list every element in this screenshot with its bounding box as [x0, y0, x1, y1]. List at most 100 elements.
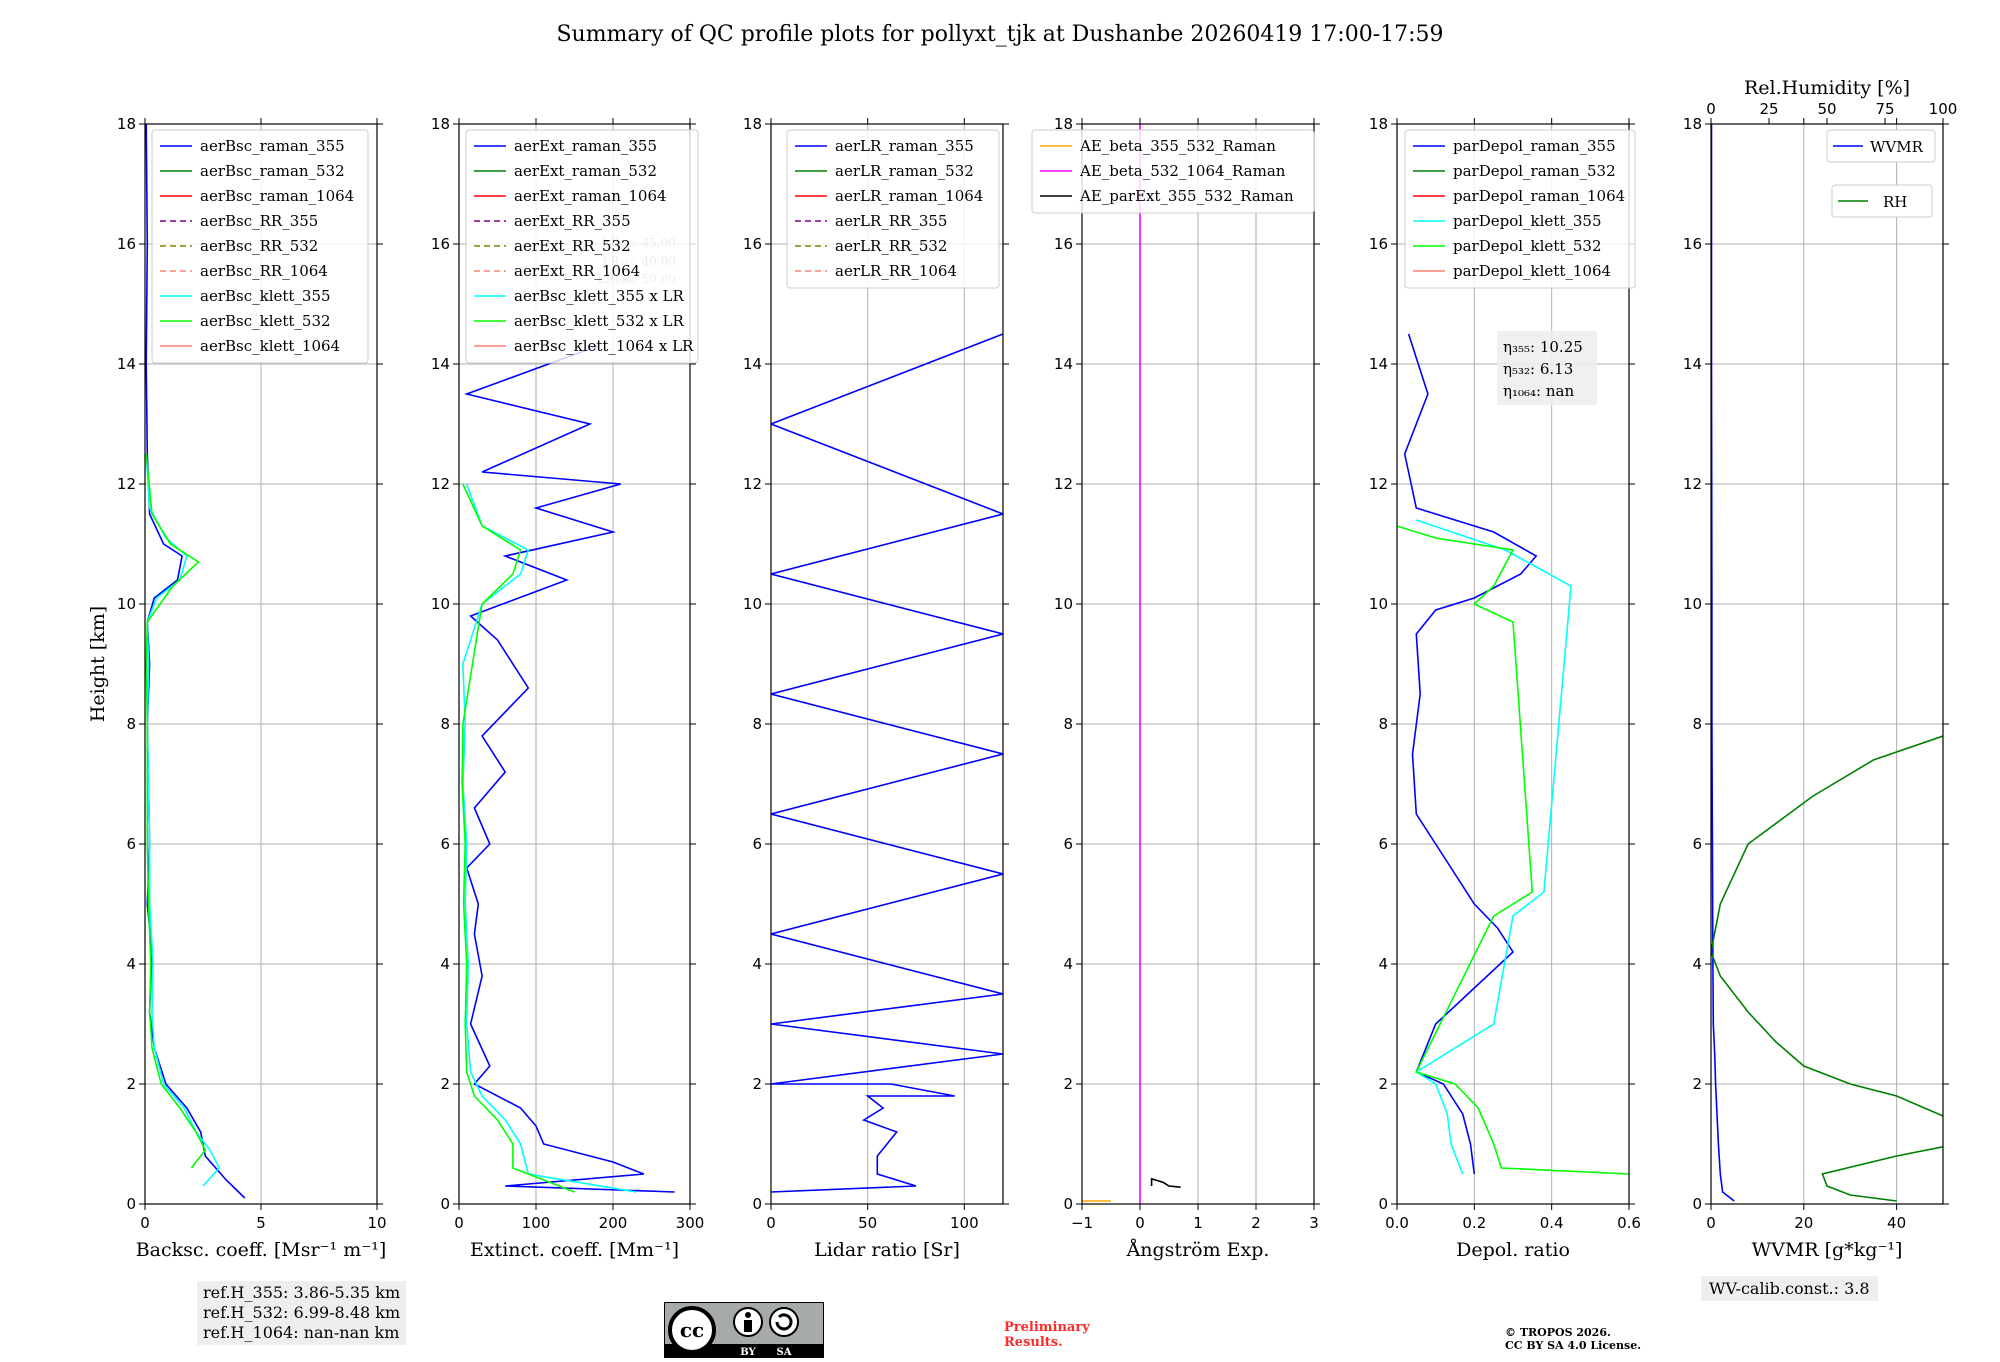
y-tick-label: 4 [752, 955, 762, 973]
x-axis-label: Extinct. coeff. [Mm⁻¹] [470, 1239, 679, 1261]
legend-frame [465, 129, 699, 364]
legend: aerExt_raman_355 aerExt_raman_532 aerExt_r… [465, 129, 699, 364]
legend-label: aerLR_raman_1064 [835, 187, 983, 205]
y-tick-label: 12 [1369, 475, 1388, 493]
license-line-2: CC BY SA 4.0 License. [1505, 1339, 1642, 1352]
legend-label: AE_beta_532_1064_Raman [1079, 162, 1286, 180]
by-label: BY [740, 1347, 756, 1358]
x-tick-label: 300 [676, 1214, 705, 1232]
x-tick-label: 0.4 [1540, 1214, 1564, 1232]
legend-label: aerExt_raman_355 [514, 137, 657, 155]
axis-ticks: 0 5 10 0 2 4 6 8 10 12 14 16 18 [117, 115, 387, 1232]
y-tick-label: 0 [1378, 1195, 1388, 1213]
legend-label: aerBsc_RR_1064 [200, 262, 328, 280]
x-axis-label: Lidar ratio [Sr] [814, 1239, 960, 1261]
y-tick-label: 8 [1692, 715, 1702, 733]
y-tick-label: 14 [431, 355, 450, 373]
axis-ticks: 0.0 0.2 0.4 0.6 0 2 4 6 8 10 12 14 16 18 [1369, 115, 1641, 1232]
plot-frame [458, 123, 691, 1205]
y-tick-label: 2 [752, 1075, 762, 1093]
ref-height-1064: ref.H_1064: nan-nan km [203, 1323, 400, 1342]
series-group [461, 345, 675, 1193]
y-tick-label: 12 [431, 475, 450, 493]
legend-label: aerExt_RR_355 [514, 212, 631, 230]
legend-label: AE_parExt_355_532_Raman [1079, 187, 1294, 205]
x-tick-label: 0 [1706, 1214, 1716, 1232]
x-axis-label: Ångström Exp. [1126, 1239, 1270, 1261]
legend-label: aerLR_RR_1064 [835, 262, 957, 280]
y-tick-label: 16 [1369, 235, 1388, 253]
legend-frame [1031, 129, 1315, 214]
legend: WVMR RH [1826, 129, 1936, 218]
legend-frame [786, 129, 1000, 289]
legend-label: aerBsc_klett_355 [200, 287, 331, 305]
y-tick-label: 2 [126, 1075, 136, 1093]
legend-label: parDepol_klett_1064 [1453, 262, 1611, 280]
axis-ticks: 0 50 100 0 2 4 6 8 10 12 14 16 18 [743, 115, 1009, 1232]
legend: AE_beta_355_532_Raman AE_beta_532_1064_Ra… [1031, 129, 1315, 214]
series-aerbsc-klett-355 [145, 453, 221, 1187]
legend-label: aerBsc_klett_355 x LR [514, 287, 685, 305]
panel-bsc: 0 5 10 0 2 4 6 8 10 12 14 16 18 Backsc. coeff. [Msr⁻¹… [87, 115, 387, 1261]
legend-label: parDepol_klett_355 [1453, 212, 1602, 230]
y-tick-label: 2 [1063, 1075, 1073, 1093]
y-tick-label: 2 [440, 1075, 450, 1093]
y-tick-label: 14 [1054, 355, 1073, 373]
series-pardepol-klett-355 [1414, 519, 1572, 1175]
legend-label: aerBsc_klett_532 [200, 312, 331, 330]
y-tick-label: 18 [117, 115, 136, 133]
x-axis-label: WVMR [g*kg⁻¹] [1752, 1239, 1903, 1261]
legend: aerBsc_raman_355 aerBsc_raman_532 aerBsc_r… [151, 129, 369, 364]
legend-label: aerLR_raman_532 [835, 162, 974, 180]
ref-height-355: ref.H_355: 3.86-5.35 km [203, 1283, 401, 1302]
legend-label: aerBsc_klett_1064 [200, 337, 340, 355]
y-tick-label: 16 [431, 235, 450, 253]
x-tick-label: 0 [766, 1214, 776, 1232]
legend-label: parDepol_raman_355 [1453, 137, 1616, 155]
legend-label: aerExt_raman_1064 [514, 187, 667, 205]
x-tick-label: 100 [522, 1214, 551, 1232]
y-tick-label: 2 [1378, 1075, 1388, 1093]
y-tick-label: 10 [1683, 595, 1702, 613]
x2-tick-label: 100 [1929, 100, 1958, 118]
wv-calibration-box: WV-calib.const.: 3.8 [1701, 1276, 1878, 1301]
y-tick-label: 6 [1378, 835, 1388, 853]
x2-tick-label: 50 [1817, 100, 1836, 118]
x-tick-label: 50 [858, 1214, 877, 1232]
license-line-1: © TROPOS 2026. [1505, 1326, 1611, 1339]
x-tick-label: 1 [1193, 1214, 1203, 1232]
legend-label: aerExt_raman_532 [514, 162, 657, 180]
y-tick-label: 10 [743, 595, 762, 613]
x2-axis-label: Rel.Humidity [%] [1744, 77, 1910, 99]
y-tick-label: 6 [1063, 835, 1073, 853]
series-pardepol-raman-355 [1403, 333, 1538, 1175]
series-aerbsc-klett-532 [145, 453, 207, 1169]
preliminary-line-1: Preliminary [1004, 1320, 1090, 1335]
eta-label: η₁₀₆₄: nan [1503, 382, 1574, 400]
y-tick-label: 0 [126, 1195, 136, 1213]
y-tick-label: 8 [440, 715, 450, 733]
series-ae-parext-355-532-raman [1150, 1177, 1181, 1188]
y-tick-label: 6 [752, 835, 762, 853]
legend-label: aerLR_raman_355 [835, 137, 974, 155]
reference-height-box: ref.H_355: 3.86-5.35 km ref.H_532: 6.99-… [197, 1281, 407, 1345]
legend-label: parDepol_raman_1064 [1453, 187, 1625, 205]
preliminary-note: Preliminary Results. [1004, 1320, 1090, 1350]
y-tick-label: 4 [1378, 955, 1388, 973]
x-tick-label: 40 [1887, 1214, 1906, 1232]
y-tick-label: 6 [1692, 835, 1702, 853]
x-tick-label: 5 [256, 1214, 266, 1232]
legend-label: parDepol_raman_532 [1453, 162, 1616, 180]
legend-label: RH [1883, 193, 1907, 211]
plot-frame [1396, 123, 1630, 1205]
license-note: © TROPOS 2026. CC BY SA 4.0 License. [1505, 1326, 1641, 1352]
series-aerext-raman-355 [463, 345, 675, 1193]
legend-label: WVMR [1870, 138, 1924, 156]
y-tick-label: 16 [1054, 235, 1073, 253]
ref-height-532: ref.H_532: 6.99-8.48 km [203, 1303, 401, 1322]
plot-frame [770, 123, 1004, 1205]
x-tick-label: 0 [454, 1214, 464, 1232]
series-rh [1711, 735, 1943, 1202]
